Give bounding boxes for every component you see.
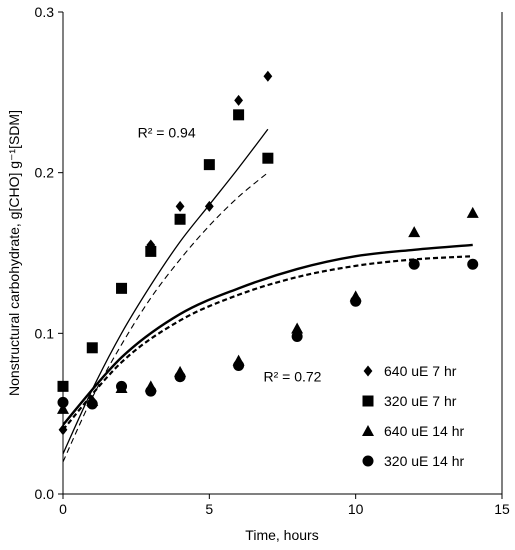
fit-curve-2 (62, 243, 473, 426)
legend-marker-square (362, 395, 374, 407)
legend-marker-triangle (362, 425, 374, 436)
y-axis-title: Nonstructural carbohydrate, g[CHO] g⁻¹[S… (6, 110, 22, 396)
data-point-circle (174, 371, 186, 383)
x-axis-title: Time, hours (245, 527, 318, 543)
legend-label: 640 uE 7 hr (384, 363, 457, 379)
data-point-circle (350, 295, 362, 307)
legend: 640 uE 7 hr 320 uE 7 hr 640 uE 14 hr 320 uE… (362, 363, 465, 469)
y-tick-label: 0.0 (35, 486, 55, 502)
data-point-circle (86, 398, 98, 410)
legend-label: 640 uE 14 hr (384, 423, 465, 439)
y-tick-label: 0.1 (35, 325, 55, 341)
data-point-diamond (263, 70, 273, 82)
data-point-circle (291, 331, 303, 343)
x-tick-label: 0 (59, 501, 67, 517)
y-tick-label: 0.3 (35, 4, 55, 20)
data-point-triangle (408, 226, 421, 238)
data-point-square (262, 152, 274, 164)
legend-label: 320 uE 7 hr (384, 393, 457, 409)
annotations: R² = 0.94 R² = 0.72 (138, 124, 322, 384)
x-tick-label: 15 (494, 501, 510, 517)
legend-marker-diamond (363, 365, 373, 377)
data-points (57, 70, 479, 436)
data-point-triangle (466, 206, 479, 218)
r-squared-annotation: R² = 0.72 (263, 369, 321, 385)
fit-curve-1 (62, 172, 269, 463)
data-point-circle (145, 385, 157, 397)
data-point-diamond (234, 94, 243, 106)
data-point-square (116, 282, 128, 294)
data-point-circle (408, 258, 420, 270)
fit-curves (62, 128, 473, 463)
data-point-square (233, 109, 245, 121)
x-tick-label: 10 (348, 501, 364, 517)
data-point-square (174, 213, 186, 225)
y-tick-label: 0.2 (35, 165, 55, 181)
x-tick-label: 5 (205, 501, 213, 517)
legend-marker-circle (362, 455, 374, 467)
legend-label: 320 uE 14 hr (384, 453, 465, 469)
r-squared-annotation: R² = 0.94 (138, 124, 196, 140)
fit-curve-3 (62, 255, 473, 431)
data-point-diamond (175, 200, 185, 212)
data-point-diamond (204, 200, 214, 212)
data-point-circle (467, 258, 479, 270)
data-point-square (145, 245, 157, 257)
tick-labels: 0 5 10 15 0.0 0.1 0.2 0.3 (35, 4, 510, 517)
data-point-circle (233, 359, 245, 371)
data-point-circle (116, 380, 128, 392)
data-point-triangle (291, 322, 304, 334)
data-point-square (86, 342, 98, 354)
axes (62, 12, 503, 495)
data-point-square (203, 159, 215, 171)
